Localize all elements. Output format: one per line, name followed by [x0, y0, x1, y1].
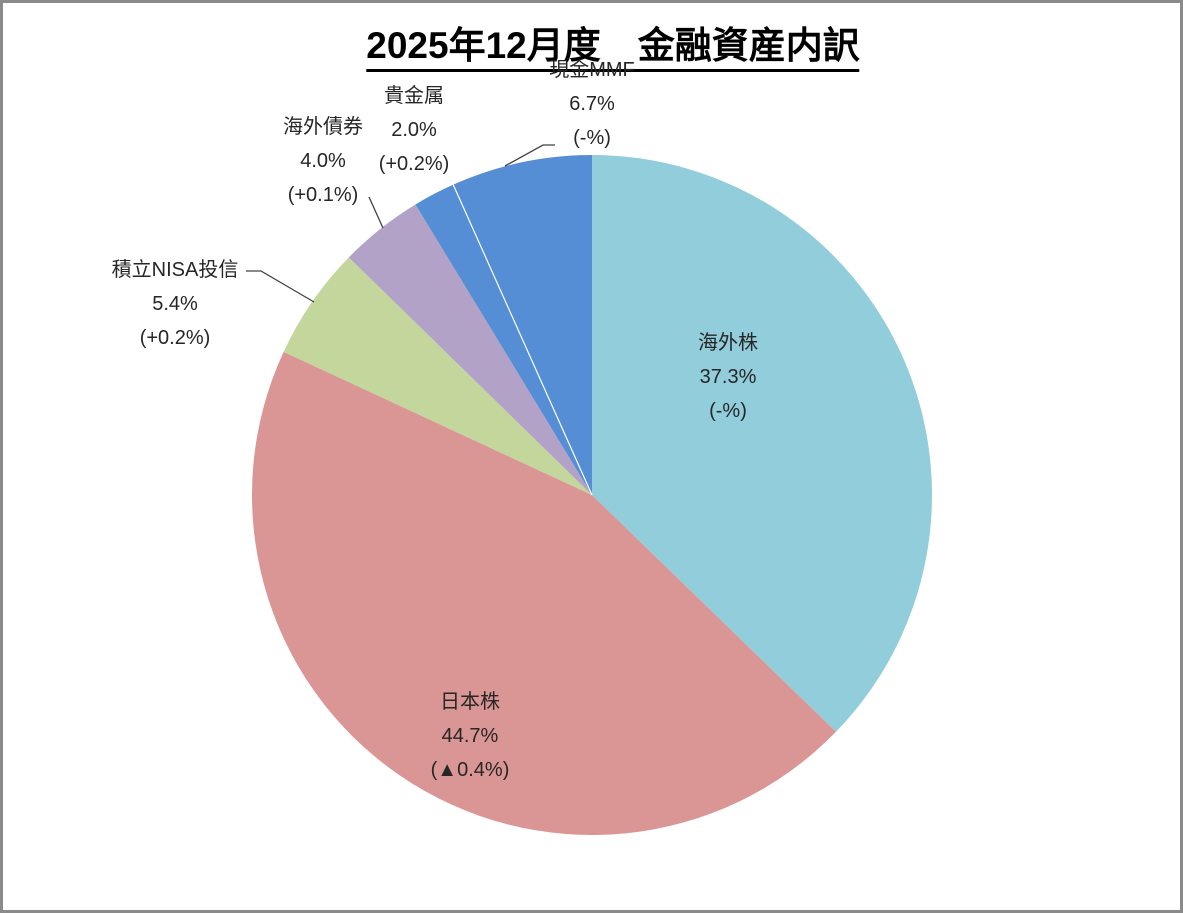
slice-label-japan-stocks: 日本株 44.7% (▲0.4%) [431, 685, 510, 787]
leader-line-foreign-bonds [368, 196, 384, 229]
slice-percent: 44.7% [441, 725, 499, 747]
slice-percent: 6.7% [569, 93, 615, 115]
pie-slice-1[interactable] [252, 351, 836, 835]
pie-slice-4[interactable] [415, 184, 592, 495]
slice-label-nisa-fund: 積立NISA投信 5.4% (+0.2%) [112, 253, 239, 355]
chart-title: 2025年12月度 金融資産内訳 [366, 15, 860, 72]
slice-name: 海外株 [698, 332, 758, 354]
leader-line-nisa-fund [246, 270, 315, 303]
slice-percent: 37.3% [699, 366, 757, 388]
slice-change: (-%) [709, 400, 747, 422]
slice-change: (+0.2%) [139, 327, 211, 349]
slice-change: (▲0.4%) [430, 759, 510, 781]
pie-slice-5[interactable] [453, 155, 592, 495]
slice-percent: 5.4% [152, 293, 198, 315]
slice-change: (+0.2%) [378, 153, 450, 175]
slice-label-cash-mmf: 現金MMF 6.7% (-%) [549, 53, 635, 155]
slice-label-precious-metals: 貴金属 2.0% (+0.2%) [379, 79, 450, 181]
slice-percent: 2.0% [391, 119, 437, 141]
slice-label-overseas-stocks: 海外株 37.3% (-%) [698, 326, 758, 428]
pie-chart [246, 144, 933, 835]
slice-percent: 4.0% [300, 150, 346, 172]
slice-name: 貴金属 [384, 85, 444, 107]
slice-name: 積立NISA投信 [111, 259, 239, 281]
slice-change: (-%) [573, 127, 611, 149]
chart-title-text: 2025年12月度 金融資産内訳 [366, 25, 860, 72]
slice-name: 日本株 [439, 691, 500, 713]
slice-name: 海外債券 [283, 116, 363, 138]
same-color-slice-divider [452, 184, 593, 496]
slice-name: 現金MMF [549, 59, 635, 81]
slice-change: (+0.1%) [287, 184, 359, 206]
slice-label-foreign-bonds: 海外債券 4.0% (+0.1%) [283, 110, 363, 212]
pie-slice-3[interactable] [348, 204, 592, 495]
leader-line-cash-mmf [504, 144, 555, 167]
pie-slice-0[interactable] [592, 155, 933, 732]
pie-slice-2[interactable] [283, 257, 592, 495]
